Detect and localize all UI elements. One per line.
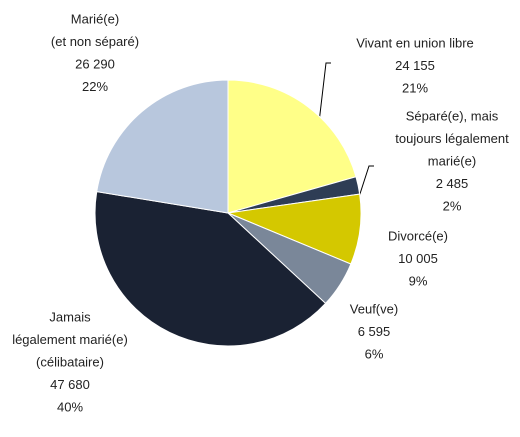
value-label: 6 595 [358,324,391,339]
percentage-label: 9% [409,273,428,288]
slice-label: Jamais [49,309,91,324]
value-label: 26 290 [75,56,115,71]
percentage-label: 2% [443,198,462,213]
slice-label: Séparé(e), mais [406,108,499,123]
value-label: 2 485 [436,176,469,191]
slice-label: Divorcé(e) [388,228,448,243]
leader-line [357,165,374,201]
pie-slice [94,191,327,347]
value-label: 10 005 [398,251,438,266]
slice-label: Vivant en union libre [356,35,474,50]
pie-slice [227,79,357,214]
slice-label: (célibataire) [36,354,104,369]
slice-label: (et non séparé) [51,34,139,49]
slice-label: marié(e) [428,153,476,168]
percentage-label: 6% [365,346,384,361]
percentage-label: 21% [402,80,428,95]
slice-label: Veuf(ve) [350,301,398,316]
value-label: 47 680 [50,377,90,392]
slice-label: légalement marié(e) [12,332,128,347]
pie-slice [96,79,229,214]
percentage-label: 40% [57,399,83,414]
value-label: 24 155 [395,58,435,73]
slice-label: Marié(e) [71,11,119,26]
slice-label: toujours légalement [395,131,509,146]
percentage-label: 22% [82,79,108,94]
